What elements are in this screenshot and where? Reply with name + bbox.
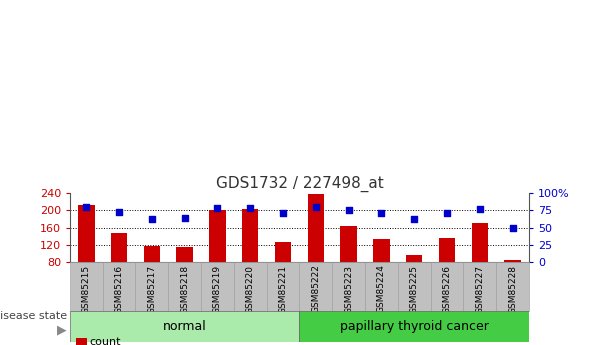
Bar [332, 262, 365, 310]
Bar [136, 262, 168, 310]
Point [213, 205, 223, 210]
Bar [439, 238, 455, 262]
Point [246, 205, 255, 210]
Bar [78, 205, 94, 262]
Title: GDS1732 / 227498_at: GDS1732 / 227498_at [216, 176, 383, 192]
Bar [143, 246, 160, 262]
Point [114, 209, 124, 215]
Text: GSM85223: GSM85223 [344, 265, 353, 314]
Bar [373, 239, 390, 262]
Bar [398, 262, 430, 310]
Bar [267, 262, 300, 310]
Text: GSM85218: GSM85218 [180, 265, 189, 314]
Bar [406, 255, 423, 262]
Bar [505, 260, 521, 262]
Bar [340, 226, 357, 262]
Point [344, 208, 353, 213]
Text: GSM85215: GSM85215 [82, 265, 91, 314]
Bar [168, 262, 201, 310]
Text: GSM85222: GSM85222 [311, 265, 320, 314]
Bar [111, 233, 127, 262]
Text: count: count [89, 337, 121, 345]
Bar [70, 310, 299, 342]
Text: disease state: disease state [0, 311, 67, 321]
Text: GSM85221: GSM85221 [278, 265, 288, 314]
Bar [300, 262, 332, 310]
Point [278, 210, 288, 216]
Text: GSM85217: GSM85217 [147, 265, 156, 314]
Point [409, 217, 419, 222]
Point [147, 216, 157, 221]
Text: GSM85216: GSM85216 [114, 265, 123, 314]
Text: GSM85225: GSM85225 [410, 265, 419, 314]
Bar [234, 262, 267, 310]
Bar [496, 262, 529, 310]
Bar [472, 224, 488, 262]
Point [442, 210, 452, 215]
Bar [308, 194, 324, 262]
Point [81, 204, 91, 210]
Text: GSM85224: GSM85224 [377, 265, 386, 314]
Point [180, 215, 190, 221]
Text: GSM85226: GSM85226 [443, 265, 452, 314]
Text: normal: normal [163, 319, 207, 333]
Bar [365, 262, 398, 310]
Bar [300, 310, 529, 342]
Point [311, 204, 320, 210]
Text: GSM85227: GSM85227 [475, 265, 485, 314]
Bar [209, 209, 226, 262]
Point [475, 206, 485, 212]
Bar [201, 262, 234, 310]
Bar [430, 262, 463, 310]
Bar [103, 262, 136, 310]
Bar [70, 262, 103, 310]
Point [376, 210, 386, 215]
Bar [176, 247, 193, 262]
Text: papillary thyroid cancer: papillary thyroid cancer [340, 319, 489, 333]
Text: GSM85228: GSM85228 [508, 265, 517, 314]
Text: GSM85219: GSM85219 [213, 265, 222, 314]
Bar [242, 209, 258, 262]
Point [508, 226, 517, 231]
Bar [275, 242, 291, 262]
Text: ▶: ▶ [57, 323, 67, 336]
Bar [463, 262, 496, 310]
Text: GSM85220: GSM85220 [246, 265, 255, 314]
